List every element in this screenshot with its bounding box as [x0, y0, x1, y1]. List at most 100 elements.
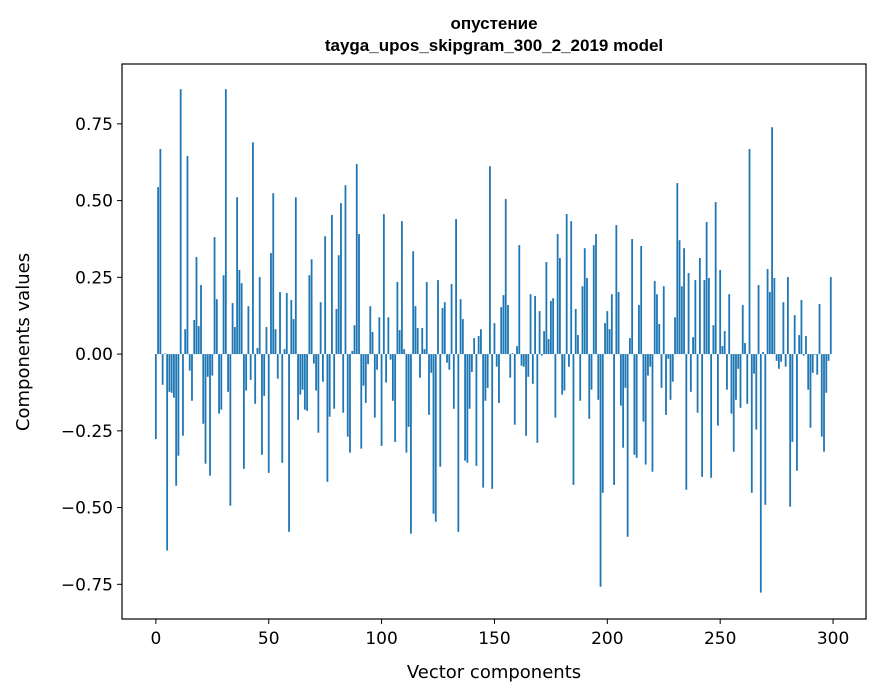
bar-187	[577, 335, 579, 355]
bar-24	[209, 354, 211, 476]
bar-3	[161, 354, 164, 385]
bar-163	[522, 354, 525, 367]
bar-110	[403, 349, 406, 355]
bar-90	[358, 234, 360, 355]
bar-224	[660, 354, 663, 388]
bar-278	[782, 302, 785, 355]
bar-117	[419, 354, 421, 378]
bar-193	[590, 354, 593, 390]
bar-196	[597, 354, 600, 400]
bar-126	[439, 354, 442, 467]
bar-201	[608, 329, 611, 355]
bar-284	[796, 354, 798, 471]
bar-139	[468, 354, 471, 409]
bar-158	[511, 353, 514, 355]
bar-70	[312, 354, 315, 364]
bar-38	[240, 283, 243, 355]
bar-213	[635, 354, 638, 458]
bar-96	[371, 331, 374, 355]
bar-114	[412, 251, 415, 355]
bar-184	[570, 221, 573, 355]
x-tick-label: 200	[591, 629, 623, 649]
bar-108	[398, 330, 401, 355]
bar-156	[507, 304, 509, 355]
bar-252	[723, 331, 726, 355]
bar-268	[759, 354, 762, 593]
bar-147	[486, 354, 489, 388]
bar-239	[694, 280, 697, 355]
bar-37	[238, 269, 241, 355]
bar-69	[310, 259, 313, 355]
bar-93	[364, 354, 367, 403]
bar-272	[768, 292, 771, 355]
bar-179	[559, 258, 561, 355]
bar-25	[211, 354, 214, 376]
bar-260	[741, 304, 744, 355]
bar-298	[827, 354, 830, 361]
bar-61	[292, 319, 295, 355]
bar-265	[753, 354, 755, 374]
bar-29	[220, 354, 223, 410]
bar-39	[242, 354, 245, 469]
bar-218	[647, 354, 649, 376]
bar-229	[671, 354, 674, 382]
chart-title: опустение	[450, 14, 537, 33]
bar-63	[297, 354, 299, 420]
bar-190	[583, 248, 586, 355]
bar-192	[588, 354, 591, 419]
bar-85	[346, 354, 349, 437]
bar-188	[579, 354, 582, 401]
bar-256	[732, 354, 735, 452]
bar-42	[249, 354, 252, 380]
y-axis-label: Components values	[13, 253, 34, 431]
bar-234	[683, 248, 685, 355]
bar-176	[552, 298, 555, 355]
bar-254	[728, 294, 731, 355]
bar-22	[204, 354, 207, 464]
bar-283	[793, 315, 796, 355]
y-tick-label: −0.75	[61, 575, 113, 595]
bar-54	[276, 354, 279, 379]
bar-165	[527, 354, 530, 377]
bar-228	[669, 354, 672, 400]
bar-20	[200, 285, 202, 355]
x-tick-label: 50	[258, 629, 280, 649]
bar-230	[674, 317, 676, 355]
bar-130	[448, 354, 451, 370]
bar-44	[254, 354, 257, 404]
bar-148	[489, 166, 491, 355]
bar-97	[373, 354, 376, 418]
bar-297	[825, 354, 828, 393]
bar-159	[513, 354, 516, 425]
bar-106	[394, 354, 397, 442]
y-axis: 0.75 0.50 0.25 0.00 −0.25 −0.50 −0.75	[61, 115, 122, 595]
bar-202	[610, 294, 613, 355]
bar-164	[525, 354, 527, 436]
bar-82	[340, 203, 342, 355]
bar-132	[452, 354, 455, 409]
bar-160	[516, 346, 518, 355]
bar-161	[518, 245, 521, 355]
bar-81	[337, 255, 340, 355]
bar-135	[459, 299, 462, 355]
bar-279	[784, 354, 787, 367]
bar-216	[642, 354, 645, 422]
bar-183	[568, 354, 570, 367]
bar-48	[263, 354, 266, 396]
bar-225	[662, 286, 665, 355]
bar-75	[324, 236, 327, 355]
bars-group	[154, 89, 832, 593]
bar-79	[333, 354, 336, 409]
bar-177	[554, 354, 557, 418]
bar-104	[389, 354, 392, 360]
bar-14	[186, 156, 189, 355]
bar-84	[344, 185, 347, 355]
bar-233	[680, 286, 683, 355]
bar-8	[173, 354, 175, 398]
bar-220	[651, 354, 654, 472]
bar-68	[308, 275, 311, 355]
bar-56	[281, 354, 284, 463]
bar-45	[256, 347, 259, 355]
bar-34	[231, 303, 234, 355]
